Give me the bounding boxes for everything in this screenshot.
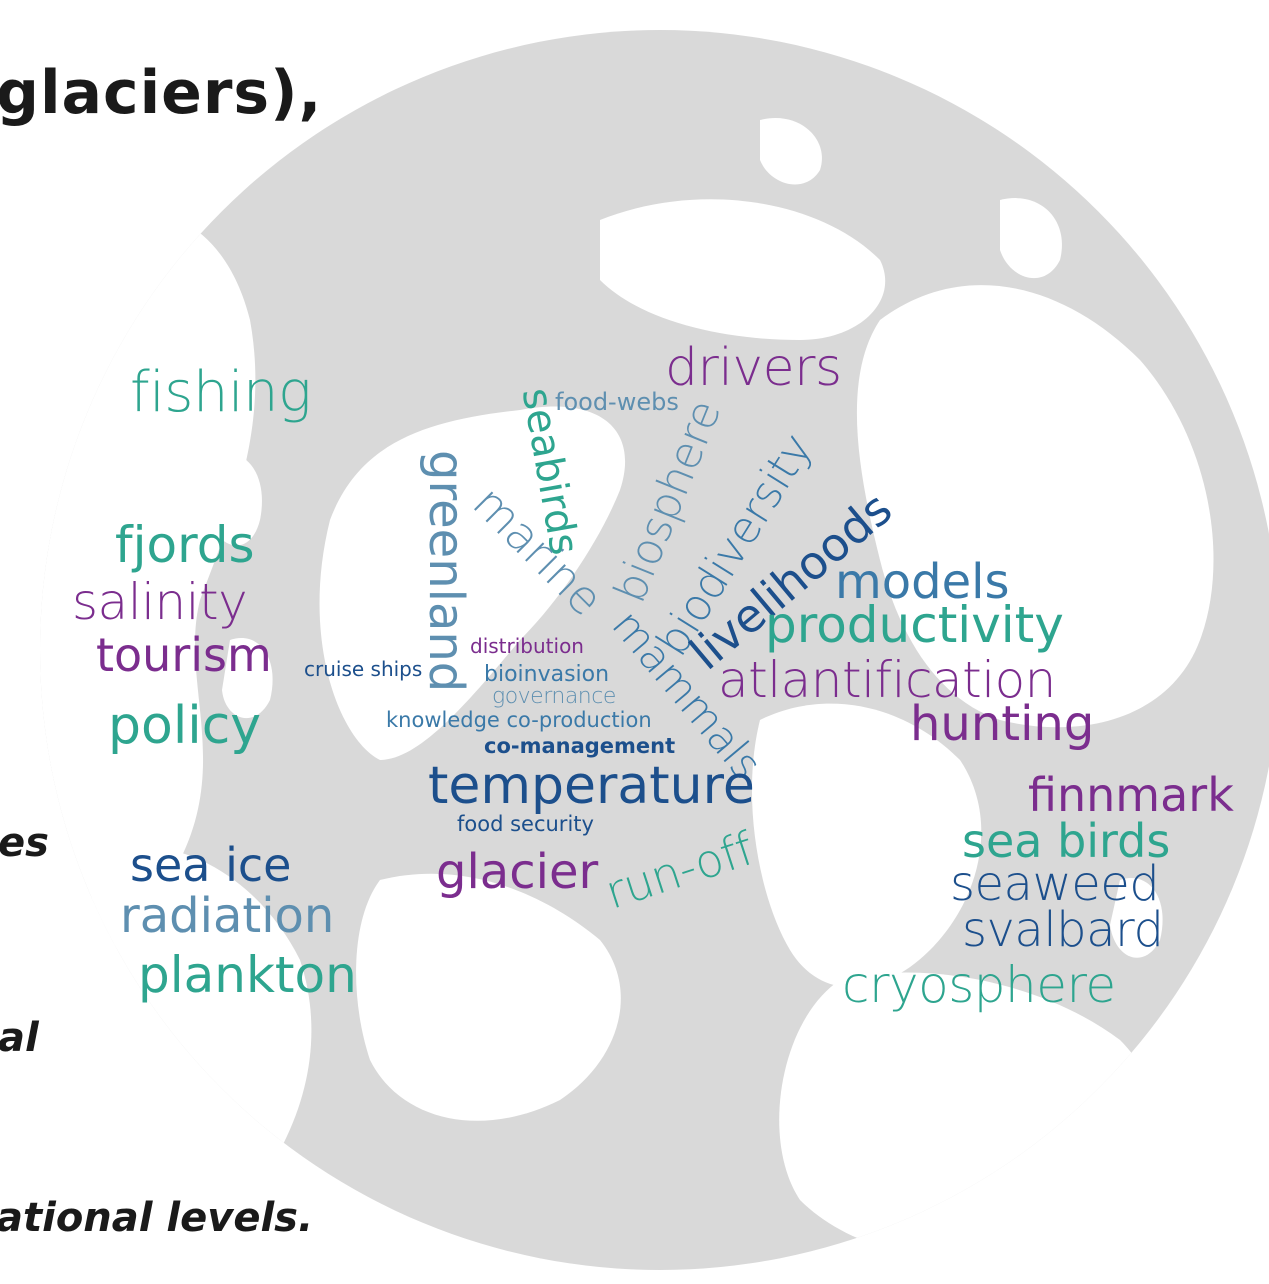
island-b [222, 638, 273, 719]
word-governance: governance [492, 684, 616, 709]
word-tourism: tourism [96, 628, 272, 682]
word-radiation: radiation [120, 888, 335, 944]
word-salinity: salinity [72, 573, 248, 631]
slide-line-fragment-3: ational levels. [0, 1195, 314, 1241]
word-fjords: fjords [115, 516, 255, 574]
word-fishing: fishing [130, 360, 312, 425]
island-d [760, 118, 822, 185]
word-food-security: food security [457, 812, 594, 836]
word-hunting: hunting [910, 696, 1095, 752]
siberia-landmass [856, 285, 1214, 728]
word-greenland: greenland [418, 450, 474, 693]
word-distribution: distribution [470, 634, 584, 658]
scandinavia-landmass [751, 703, 982, 988]
word-cryosphere: cryosphere [842, 956, 1116, 1014]
word-drivers: drivers [665, 338, 842, 398]
island-c [1000, 198, 1062, 279]
word-co-management: co-management [484, 734, 676, 758]
hudson-area [356, 873, 621, 1121]
word-plankton: plankton [138, 946, 357, 1004]
word-bioinvasion: bioinvasion [484, 662, 610, 687]
word-atlantification: atlantification [718, 651, 1056, 709]
word-cruise-ships: cruise ships [304, 657, 423, 681]
russia-north-landmass [600, 199, 886, 340]
island-e [1110, 878, 1163, 958]
word-glacier: glacier [436, 844, 599, 900]
word-knowledge-co-production: knowledge co-production [386, 708, 652, 732]
word-food-webs: food-webs [555, 388, 679, 416]
word-temperature: temperature [428, 756, 755, 816]
word-seaweed: seaweed [950, 856, 1160, 912]
word-sea-birds: sea birds [962, 814, 1171, 868]
greenland-landmass [319, 406, 626, 760]
slide-line-fragment-2: al [0, 1015, 39, 1061]
slide-line-fragment-1: es [0, 820, 49, 866]
slide-title-fragment: glaciers), [0, 58, 323, 128]
word-models: models [835, 554, 1010, 610]
word-finnmark: finnmark [1028, 768, 1234, 822]
word-svalbard: svalbard [962, 902, 1164, 958]
word-productivity: productivity [765, 596, 1064, 654]
island-a [205, 453, 262, 546]
word-sea-ice: sea ice [130, 838, 292, 892]
word-policy: policy [108, 696, 262, 756]
